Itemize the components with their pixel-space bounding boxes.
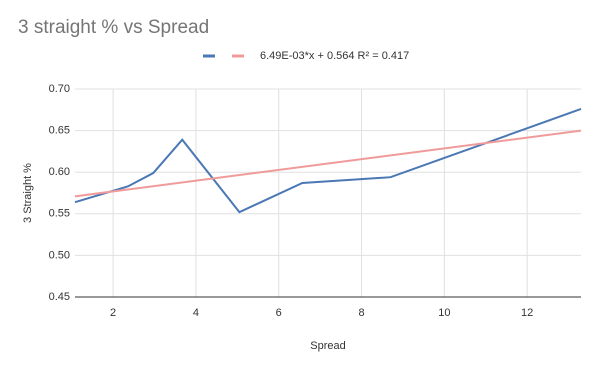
series-line [74, 129, 582, 198]
x-tick-label: 10 [438, 307, 450, 319]
series-line [74, 108, 582, 214]
chart-title: 3 straight % vs Spread [18, 17, 209, 38]
y-tick-label: 0.55 [49, 208, 70, 220]
y-tick-label: 0.70 [49, 83, 70, 95]
x-axis-label: Spread [310, 340, 345, 352]
y-tick-label: 0.60 [49, 166, 70, 178]
x-tick-label: 6 [276, 307, 282, 319]
x-tick-label: 8 [358, 307, 364, 319]
x-tick-label: 12 [521, 307, 533, 319]
x-tick-label: 2 [110, 307, 116, 319]
legend-label: 6.49E-03*x + 0.564 R² = 0.417 [260, 50, 409, 62]
y-tick-label: 0.65 [49, 125, 70, 137]
y-tick-label: 0.45 [49, 291, 70, 303]
x-tick-label: 4 [193, 307, 199, 319]
y-axis-label: 3 Straight % [22, 163, 34, 223]
y-tick-label: 0.50 [49, 249, 70, 261]
